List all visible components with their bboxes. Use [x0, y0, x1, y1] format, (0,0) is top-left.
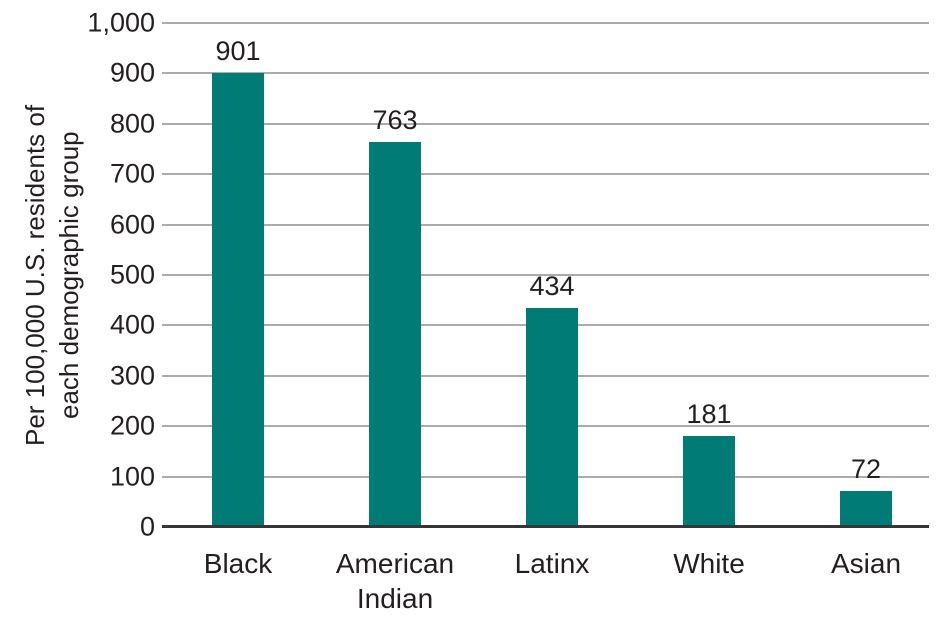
gridline — [162, 122, 929, 125]
y-tick-label: 100 — [109, 461, 155, 492]
y-tick-label: 400 — [109, 309, 155, 340]
y-tick-label: 200 — [109, 410, 155, 441]
y-tick-label: 800 — [109, 108, 155, 139]
plot-area: 901 763 434 181 72 — [162, 22, 929, 528]
bar-value-label: 72 — [850, 454, 882, 485]
y-tick-label: 1,000 — [87, 7, 155, 38]
gridline — [162, 274, 929, 276]
y-tick-label: 300 — [109, 360, 155, 391]
bar — [212, 73, 264, 527]
bar — [526, 308, 578, 527]
bar-value-label: 434 — [529, 271, 575, 302]
x-category-label: White — [673, 548, 745, 579]
bar — [369, 142, 421, 527]
gridline — [162, 72, 929, 75]
x-category-label: Latinx — [514, 548, 590, 579]
y-tick-label: 500 — [109, 259, 155, 290]
y-axis-tick-labels: 0 100 200 300 400 500 600 700 800 900 1,000 — [0, 9, 155, 540]
gridline — [162, 223, 929, 226]
bar — [683, 436, 735, 527]
y-tick-label: 600 — [109, 209, 155, 240]
gridline — [162, 22, 929, 24]
x-category-label: Asian — [830, 548, 902, 579]
bar-value-label: 901 — [215, 36, 261, 67]
x-category-label: Black — [203, 548, 273, 579]
gridline — [162, 173, 929, 176]
x-category-label: American Indian — [335, 548, 455, 614]
bar — [840, 491, 892, 527]
x-axis-line — [162, 525, 929, 528]
y-tick-label: 900 — [109, 57, 155, 88]
bar-value-label: 763 — [372, 105, 418, 136]
y-tick-label: 700 — [109, 158, 155, 189]
bar-value-label: 181 — [686, 399, 732, 430]
y-tick-label: 0 — [139, 511, 155, 542]
x-axis-category-labels: Black American Indian Latinx White Asian — [162, 546, 929, 622]
